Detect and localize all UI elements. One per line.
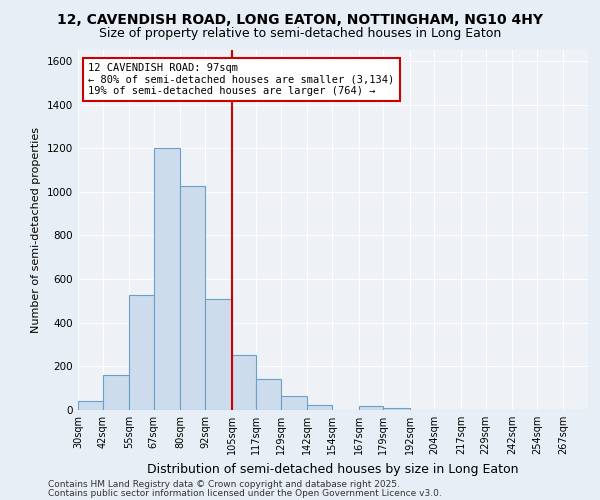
Text: 12, CAVENDISH ROAD, LONG EATON, NOTTINGHAM, NG10 4HY: 12, CAVENDISH ROAD, LONG EATON, NOTTINGH… <box>57 12 543 26</box>
Bar <box>154 148 181 410</box>
Bar <box>307 404 332 410</box>
Bar <box>359 406 383 410</box>
Bar <box>281 396 307 410</box>
Text: Size of property relative to semi-detached houses in Long Eaton: Size of property relative to semi-detach… <box>99 28 501 40</box>
Text: Contains HM Land Registry data © Crown copyright and database right 2025.: Contains HM Land Registry data © Crown c… <box>48 480 400 489</box>
Bar <box>129 296 154 410</box>
Bar <box>181 186 205 410</box>
Bar <box>103 375 129 410</box>
Bar <box>383 408 410 410</box>
X-axis label: Distribution of semi-detached houses by size in Long Eaton: Distribution of semi-detached houses by … <box>147 462 519 475</box>
Text: Contains public sector information licensed under the Open Government Licence v3: Contains public sector information licen… <box>48 489 442 498</box>
Y-axis label: Number of semi-detached properties: Number of semi-detached properties <box>31 127 41 333</box>
Bar <box>78 402 103 410</box>
Bar <box>205 298 232 410</box>
Bar <box>256 380 281 410</box>
Bar <box>232 356 256 410</box>
Text: 12 CAVENDISH ROAD: 97sqm
← 80% of semi-detached houses are smaller (3,134)
19% o: 12 CAVENDISH ROAD: 97sqm ← 80% of semi-d… <box>88 63 394 96</box>
